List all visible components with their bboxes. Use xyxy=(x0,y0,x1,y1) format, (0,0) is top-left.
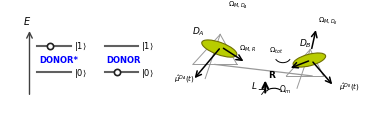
Text: $|1\rangle$: $|1\rangle$ xyxy=(141,40,153,53)
Text: $\hat{\mu}^{D_B}(t)$: $\hat{\mu}^{D_B}(t)$ xyxy=(339,81,359,93)
Text: $D_A$: $D_A$ xyxy=(192,25,204,38)
Text: $E$: $E$ xyxy=(23,14,31,26)
Text: $\Omega_{M,D_A}$: $\Omega_{M,D_A}$ xyxy=(228,0,248,11)
Text: $L$: $L$ xyxy=(251,80,258,90)
Text: $|1\rangle$: $|1\rangle$ xyxy=(74,40,86,53)
Text: $\Omega_{M,D_B}$: $\Omega_{M,D_B}$ xyxy=(318,15,338,26)
Ellipse shape xyxy=(293,54,325,67)
Text: $\Omega_{M,R}$: $\Omega_{M,R}$ xyxy=(239,42,256,52)
Text: $|0\rangle$: $|0\rangle$ xyxy=(74,66,86,79)
Text: $\hat{\mu}^{D_A}(t)$: $\hat{\mu}^{D_A}(t)$ xyxy=(174,73,194,85)
Text: $\Omega_m$: $\Omega_m$ xyxy=(279,83,292,96)
Text: DONOR: DONOR xyxy=(106,55,141,64)
Text: $|0\rangle$: $|0\rangle$ xyxy=(141,66,153,79)
Text: $\mathbf{R}$: $\mathbf{R}$ xyxy=(268,68,277,79)
Ellipse shape xyxy=(202,41,237,58)
Text: $\Omega_{tot}$: $\Omega_{tot}$ xyxy=(269,45,283,55)
Text: DONOR*: DONOR* xyxy=(39,55,78,64)
Text: $D_B$: $D_B$ xyxy=(299,37,312,49)
